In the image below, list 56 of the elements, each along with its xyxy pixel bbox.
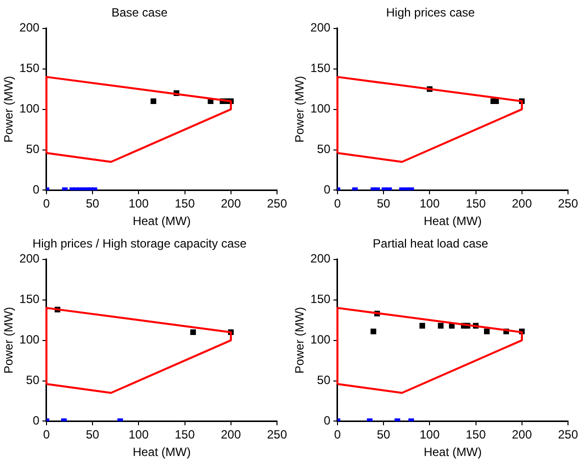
x-axis-title: Heat (MW)	[424, 445, 482, 460]
x-tick-label: 200	[220, 196, 242, 211]
chart-title: Partial heat load case	[372, 236, 489, 251]
chart-title: High prices case	[386, 6, 476, 20]
y-tick-label: 150	[310, 61, 331, 76]
y-tick-label: 200	[19, 20, 40, 35]
x-tick-label: 250	[266, 196, 288, 211]
x-tick-label: 50	[86, 428, 100, 442]
x-tick-label: 50	[376, 428, 391, 442]
x-tick-label: 0	[334, 196, 342, 211]
x-tick-label: 50	[376, 196, 391, 211]
x-tick-label: 0	[43, 428, 50, 442]
chart-title: High prices / High storage capacity case	[32, 236, 247, 251]
x-tick-label: 150	[174, 196, 196, 211]
y-tick-label: 50	[317, 142, 331, 156]
x-tick-label: 100	[420, 196, 440, 211]
y-axis-title: Power (MW)	[2, 306, 16, 374]
x-tick-label: 250	[558, 196, 578, 211]
y-axis-title: Power (MW)	[292, 306, 307, 374]
y-tick-label: 150	[19, 61, 40, 76]
y-tick-label: 100	[310, 102, 331, 116]
y-axis-title: Power (MW)	[2, 76, 16, 143]
x-tick-label: 150	[174, 428, 196, 442]
y-tick-label: 100	[19, 102, 40, 116]
y-tick-label: 0	[324, 414, 331, 428]
x-tick-label: 0	[43, 196, 50, 211]
x-tick-label: 50	[86, 196, 100, 211]
y-tick-label: 200	[310, 20, 331, 35]
y-tick-label: 0	[32, 414, 40, 428]
y-tick-label: 0	[324, 182, 331, 197]
y-tick-label: 150	[19, 292, 40, 306]
x-tick-label: 200	[512, 428, 532, 442]
y-tick-label: 200	[310, 252, 331, 266]
x-tick-label: 100	[128, 196, 149, 211]
x-tick-label: 250	[558, 428, 578, 442]
y-tick-label: 0	[32, 182, 40, 197]
x-axis-title: Heat (MW)	[424, 214, 482, 228]
x-tick-label: 100	[128, 428, 149, 442]
y-tick-label: 150	[310, 292, 331, 306]
x-tick-label: 200	[220, 428, 242, 442]
x-tick-label: 200	[512, 196, 532, 211]
y-axis-title: Power (MW)	[292, 76, 307, 143]
y-tick-label: 50	[26, 142, 40, 156]
x-tick-label: 250	[266, 428, 288, 442]
y-tick-label: 100	[19, 332, 40, 347]
y-tick-label: 200	[19, 252, 40, 266]
x-tick-label: 150	[466, 196, 486, 211]
x-tick-label: 150	[466, 428, 486, 442]
chart-title: Base case	[111, 6, 168, 20]
x-axis-title: Heat (MW)	[132, 214, 191, 228]
y-tick-label: 100	[310, 332, 331, 347]
y-tick-label: 50	[317, 373, 331, 388]
x-axis-title: Heat (MW)	[132, 445, 191, 460]
y-tick-label: 50	[26, 373, 40, 388]
x-tick-label: 100	[420, 428, 440, 442]
x-tick-label: 0	[334, 428, 342, 442]
